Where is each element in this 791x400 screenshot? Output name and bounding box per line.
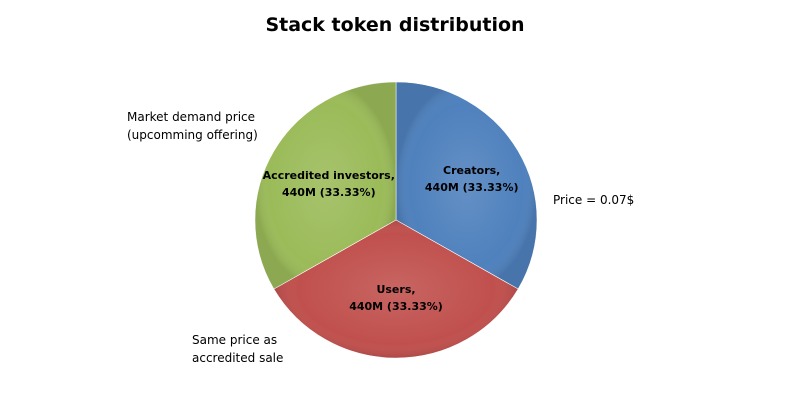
- annotation: Market demand price (upcomming offering): [127, 110, 258, 142]
- pie-slice-label-line: 440M (33.33%): [349, 300, 443, 313]
- pie-slice-label: Users, 440M (33.33%): [349, 283, 443, 313]
- annotation-line: Same price as: [192, 333, 277, 347]
- annotation-line: accredited sale: [192, 351, 283, 365]
- pie-slice-label-line: Users,: [376, 283, 415, 296]
- annotation: Same price as accredited sale: [192, 333, 283, 365]
- annotation-line: Market demand price: [127, 110, 255, 124]
- pie-slice-label-line: Creators,: [443, 164, 500, 177]
- pie-slice-label-line: Accredited investors,: [263, 169, 395, 182]
- pie-slice-labels: Creators, 440M (33.33%) Users, 440M (33.33%…: [263, 164, 519, 313]
- annotation-line: (upcomming offering): [127, 128, 258, 142]
- pie-slices: [254, 81, 538, 359]
- annotation-line: Price = 0.07$: [553, 193, 634, 207]
- pie-slice-shading: [396, 82, 538, 289]
- pie-slice-label-line: 440M (33.33%): [282, 186, 376, 199]
- chart-title: Stack token distribution: [265, 14, 524, 36]
- pie-slice-label-line: 440M (33.33%): [425, 181, 519, 194]
- pie-slice-label: Accredited investors, 440M (33.33%): [263, 169, 395, 199]
- pie-slice-label: Creators, 440M (33.33%): [425, 164, 519, 194]
- annotation: Price = 0.07$: [553, 193, 634, 207]
- annotations: Price = 0.07$ Same price as accredited sal…: [127, 110, 634, 365]
- pie-slice-shading: [254, 82, 396, 289]
